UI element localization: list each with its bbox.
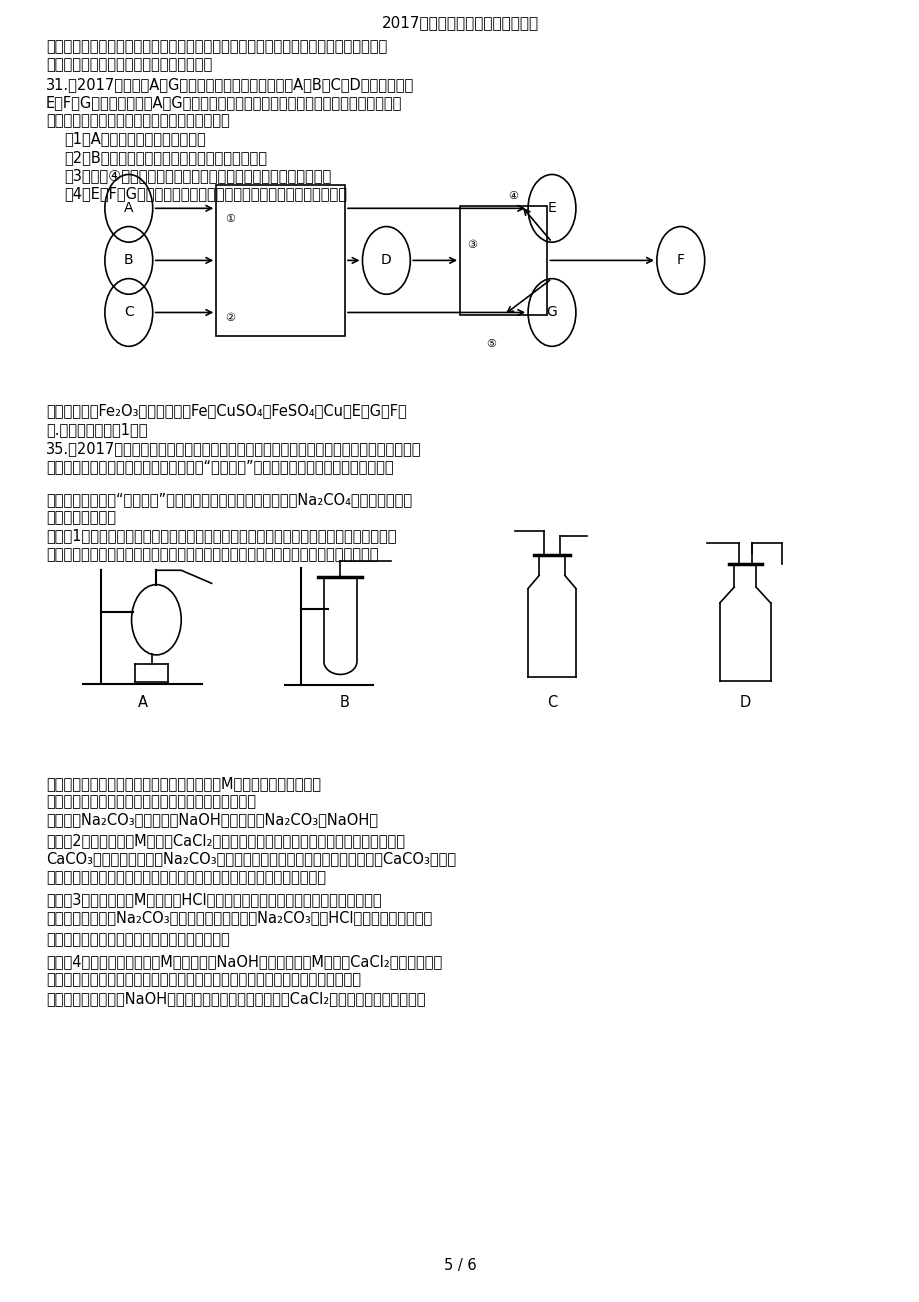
Text: 浊，空气中的澄清石灰水没有变化；偏大。: 浊，空气中的澄清石灰水没有变化；偏大。	[46, 57, 212, 73]
Text: A: A	[124, 202, 133, 215]
Text: ⑤: ⑤	[485, 339, 495, 349]
Text: （2）B的一种用途是＿＿＿＿＿＿＿＿＿＿＿＿。: （2）B的一种用途是＿＿＿＿＿＿＿＿＿＿＿＿。	[64, 150, 267, 165]
Bar	[460, 206, 547, 315]
Text: 5 / 6: 5 / 6	[443, 1258, 476, 1273]
Text: CaCO₃，溶液中一定含有Na₂CO₃。小刚提出质痑，产生的白色沉淠不一定是CaCO₃，他的: CaCO₃，溶液中一定含有Na₂CO₃。小刚提出质痑，产生的白色沉淠不一定是Ca…	[46, 852, 456, 867]
Text: 【参考答案】烧杯；除去不溶性杂质；滴入澄清石灰水的量；呼出气体使澄清石灰水变浑: 【参考答案】烧杯；除去不溶性杂质；滴入澄清石灰水的量；呼出气体使澄清石灰水变浑	[46, 39, 387, 55]
Text: 生沉淠为止，取上层溶液，加入＿＿＿＿＿＿＿＿＿＿＿＿＿＿＿＿＿＿，无明显: 生沉淠为止，取上层溶液，加入＿＿＿＿＿＿＿＿＿＿＿＿＿＿＿＿＿＿，无明显	[46, 973, 360, 988]
Text: E: E	[547, 202, 556, 215]
Text: 【查阅资料】这种“白色粉末”的主要成分是过碳酸钓（化学式为Na₂CO₄），常温下，与: 【查阅资料】这种“白色粉末”的主要成分是过碳酸钓（化学式为Na₂CO₄），常温下…	[46, 492, 412, 508]
Text: 现象，证明溶液中无NaOH溶液，猜想一正确。该实验中用CaCl₂溶液而不用饱和石灰水，: 现象，证明溶液中无NaOH溶液，猜想一正确。该实验中用CaCl₂溶液而不用饱和石…	[46, 991, 425, 1006]
Text: 【实验4】为进一步确定溶液M中是否含有NaOH，他们向溶质M中滴加CaCl₂溶液至不再产: 【实验4】为进一步确定溶液M中是否含有NaOH，他们向溶质M中滴加CaCl₂溶液…	[46, 954, 442, 970]
Text: 三.实验探题（每空1分）: 三.实验探题（每空1分）	[46, 422, 147, 437]
Text: 明溶液中一定含有Na₂CO₃，从而否定了猜想二。Na₂CO₃与税HCl反应的化学方程式为: 明溶液中一定含有Na₂CO₃，从而否定了猜想二。Na₂CO₃与税HCl反应的化学…	[46, 910, 432, 926]
Text: D: D	[380, 254, 391, 267]
Text: 【实验1】小明选用如图所示装置中的＿＿＿＿（选填序号）进行过碳酸钓与水的反应并收: 【实验1】小明选用如图所示装置中的＿＿＿＿（选填序号）进行过碳酸钓与水的反应并收	[46, 529, 396, 544]
Text: B: B	[124, 254, 133, 267]
Text: G: G	[546, 306, 557, 319]
Text: 【提出问题】过碳酸钓与水反应后得到的溶液M中溶质的成分是什么？: 【提出问题】过碳酸钓与水反应后得到的溶液M中溶质的成分是什么？	[46, 776, 321, 792]
Text: ④: ④	[507, 190, 517, 201]
Text: F: F	[676, 254, 684, 267]
Text: 理由是：＿＿＿＿＿＿＿＿＿＿＿＿＿＿＿＿＿＿＿＿＿＿＿＿＿＿＿。: 理由是：＿＿＿＿＿＿＿＿＿＿＿＿＿＿＿＿＿＿＿＿＿＿＿＿＿＿＿。	[46, 870, 325, 885]
Text: C: C	[546, 695, 557, 711]
Text: E、F、G都是金属单质，A和G均为红色，他们之间的转化关系如图所示（反应条件，部: E、F、G都是金属单质，A和G均为红色，他们之间的转化关系如图所示（反应条件，部	[46, 95, 402, 111]
Text: C: C	[124, 306, 133, 319]
Text: 【实验2】小明取溶液M，滴加CaCl₂溶液，观察到有白色沉淠生成，他认为白色沉淠是: 【实验2】小明取溶液M，滴加CaCl₂溶液，观察到有白色沉淠生成，他认为白色沉淠…	[46, 833, 404, 849]
Text: B: B	[340, 695, 349, 711]
Text: 分反应物及生成物已略去），请回答下列问题：: 分反应物及生成物已略去），请回答下列问题：	[46, 113, 230, 129]
Text: （3）反应④的化学方程式为：＿＿＿＿＿＿＿＿＿＿＿＿＿＿＿。: （3）反应④的化学方程式为：＿＿＿＿＿＿＿＿＿＿＿＿＿＿＿。	[64, 168, 331, 184]
Text: 集产生的气体，经检验该气体是氧气，检验方法是＿＿＿＿＿＿＿＿＿＿＿＿＿＿＿。: 集产生的气体，经检验该气体是氧气，检验方法是＿＿＿＿＿＿＿＿＿＿＿＿＿＿＿。	[46, 547, 378, 562]
Text: 【实验3】小刚取溶液M，滴加税HCl，观察到＿＿＿＿＿＿＿＿＿＿＿＿＿＿，证: 【实验3】小刚取溶液M，滴加税HCl，观察到＿＿＿＿＿＿＿＿＿＿＿＿＿＿，证	[46, 892, 381, 907]
Text: （1）A的化学式为＿＿＿＿＿＿。: （1）A的化学式为＿＿＿＿＿＿。	[64, 132, 206, 147]
Text: 31.（2017河北省）A～G表示初中化学常见物质，其中A、B、C、D都是氧化物，: 31.（2017河北省）A～G表示初中化学常见物质，其中A、B、C、D都是氧化物…	[46, 77, 414, 92]
Text: （4）E、F、G三种金属的活动性由强到弱的顺序为＿＿＿＿＿＿＿。: （4）E、F、G三种金属的活动性由强到弱的顺序为＿＿＿＿＿＿＿。	[64, 186, 347, 202]
Text: ＿＿＿＿＿＿＿＿＿＿＿＿＿＿＿＿＿＿＿＿。: ＿＿＿＿＿＿＿＿＿＿＿＿＿＿＿＿＿＿＿＿。	[46, 932, 230, 948]
Text: D: D	[739, 695, 750, 711]
Text: ③: ③	[467, 240, 477, 250]
Text: 2017年河北省化学中考试题及答案: 2017年河北省化学中考试题及答案	[381, 16, 538, 31]
Bar	[216, 185, 345, 336]
Text: 35.（2017河北省）小明在市场看到，鱼老板将一勺白色粉末加入水中，水中廄廄一息的鱼: 35.（2017河北省）小明在市场看到，鱼老板将一勺白色粉末加入水中，水中廄廄一…	[46, 441, 421, 457]
Text: 很快张开嘴，活蹦乱跳起来，小明对这种“白色粉末”很感兴趣，与小刚进行了相关探究。: 很快张开嘴，活蹦乱跳起来，小明对这种“白色粉末”很感兴趣，与小刚进行了相关探究。	[46, 460, 393, 475]
Text: 水反应生成氧气。: 水反应生成氧气。	[46, 510, 116, 526]
Text: A: A	[138, 695, 147, 711]
Text: 猜想一：Na₂CO₃；猜想二：NaOH；猜想三：Na₂CO₃和NaOH。: 猜想一：Na₂CO₃；猜想二：NaOH；猜想三：Na₂CO₃和NaOH。	[46, 812, 378, 828]
Text: ②: ②	[225, 312, 235, 323]
Text: 【参考答案】Fe₂O₃；沶炼金属；Fe＋CuSO₄＝FeSO₄＋Cu；E、G、F。: 【参考答案】Fe₂O₃；沶炼金属；Fe＋CuSO₄＝FeSO₄＋Cu；E、G、F…	[46, 404, 406, 419]
Text: ①: ①	[225, 214, 235, 224]
Text: 【作出猜想】根据过碳酸钓与水的组成作出三种猜想。: 【作出猜想】根据过碳酸钓与水的组成作出三种猜想。	[46, 794, 255, 810]
